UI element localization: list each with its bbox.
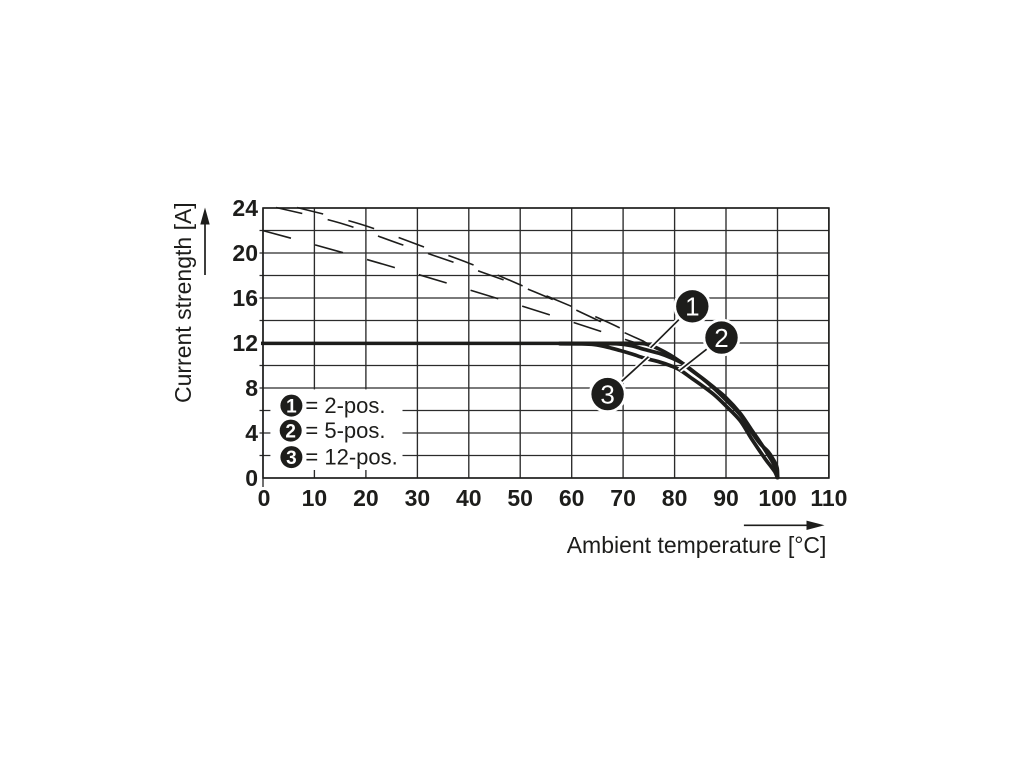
svg-text:90: 90 <box>713 485 739 511</box>
svg-text:20: 20 <box>353 485 379 511</box>
svg-text:0: 0 <box>258 485 271 511</box>
svg-text:16: 16 <box>232 285 258 311</box>
svg-text:0: 0 <box>245 465 258 491</box>
svg-text:60: 60 <box>559 485 585 511</box>
svg-text:40: 40 <box>456 485 482 511</box>
svg-text:100: 100 <box>758 485 796 511</box>
svg-text:3: 3 <box>286 448 297 469</box>
svg-text:8: 8 <box>245 375 258 401</box>
svg-text:10: 10 <box>302 485 328 511</box>
svg-text:1: 1 <box>685 292 699 322</box>
svg-text:4: 4 <box>245 420 258 446</box>
svg-text:1: 1 <box>286 396 297 417</box>
svg-text:50: 50 <box>507 485 533 511</box>
svg-text:2: 2 <box>714 323 728 353</box>
svg-text:Ambient temperature [°C]: Ambient temperature [°C] <box>567 532 827 558</box>
svg-text:3: 3 <box>600 379 614 409</box>
svg-text:2: 2 <box>285 421 296 442</box>
svg-text:12: 12 <box>232 330 258 356</box>
svg-text:Current strength [A]: Current strength [A] <box>170 202 196 403</box>
svg-text:70: 70 <box>610 485 636 511</box>
svg-text:80: 80 <box>662 485 688 511</box>
svg-text:30: 30 <box>405 485 431 511</box>
svg-text:110: 110 <box>810 485 847 511</box>
svg-text:= 2-pos.: = 2-pos. <box>305 393 385 418</box>
svg-text:= 12-pos.: = 12-pos. <box>305 445 397 470</box>
svg-text:= 5-pos.: = 5-pos. <box>305 418 385 443</box>
svg-text:20: 20 <box>232 240 258 266</box>
svg-text:24: 24 <box>232 195 258 221</box>
